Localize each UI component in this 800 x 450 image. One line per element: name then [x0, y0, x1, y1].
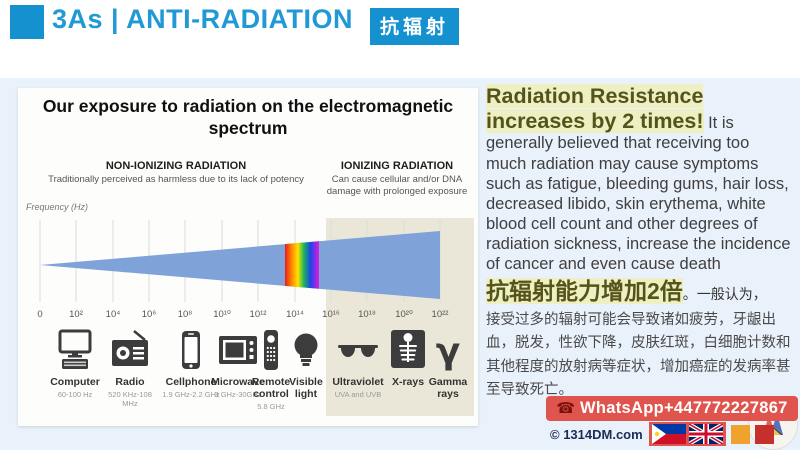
list-item-cellphone: Cellphone 1.9 GHz-2.2 GHz [162, 326, 220, 399]
axis-tick: 10¹⁶ [322, 309, 340, 320]
orange-square [730, 424, 750, 444]
ionizing-section: IONIZING RADIATION Can cause cellular an… [324, 160, 470, 199]
axis-tick: 10¹⁰ [213, 309, 231, 320]
sunglasses-icon [326, 326, 390, 372]
item-label: Visible light [289, 376, 323, 401]
non-ionizing-subheading: Traditionally perceived as harmless due … [48, 174, 304, 185]
uk-flag-icon [688, 424, 723, 444]
brand-square-icon [10, 5, 44, 39]
list-item-gamma-rays: γ Gamma rays [420, 326, 476, 402]
axis-tick: 10⁴ [105, 309, 121, 320]
axis-tick: 0 [37, 309, 43, 320]
remote-control-icon [244, 326, 298, 372]
axis-tick: 10¹⁸ [358, 309, 376, 320]
body-english: It is generally believed that receiving … [486, 113, 791, 274]
spectrum-wedge-chart [39, 220, 441, 302]
item-frequency: 520 KHz-108 MHz [108, 390, 152, 409]
item-label: Computer [50, 376, 100, 388]
item-label: Remote control [251, 376, 291, 401]
list-item-ultraviolet: Ultraviolet UVA and UVB [326, 326, 390, 399]
list-item-computer: Computer 60-100 Hz [46, 326, 104, 399]
item-frequency: 60-100 Hz [57, 390, 93, 400]
item-label: Microwave [211, 376, 265, 388]
list-item-visible-light: Visible light [279, 326, 333, 402]
item-label: X-rays [391, 376, 425, 388]
visible-light-band [285, 231, 319, 299]
headline-chinese: 抗辐射能力增加2倍 [486, 278, 683, 305]
xray-icon [380, 326, 436, 372]
non-ionizing-heading: NON-IONIZING RADIATION [105, 160, 247, 172]
item-label: Gamma rays [428, 376, 468, 401]
axis-tick: 10²⁰ [395, 309, 413, 320]
item-frequency: UVA and UVB [334, 390, 382, 400]
axis-tick: 10⁶ [141, 309, 157, 320]
flags-chip [648, 422, 726, 446]
spectrum-wedge [40, 231, 440, 299]
cellphone-icon [162, 326, 220, 372]
infographic-title: Our exposure to radiation on the electro… [42, 96, 454, 138]
phone-icon: ☎ [556, 400, 576, 417]
list-item-microwave: Microwave 3 GHz-30GHz [209, 326, 267, 399]
item-label: Radio [115, 376, 145, 388]
ionizing-heading: IONIZING RADIATION [340, 160, 454, 172]
lead-chinese: 。一般认为， [682, 286, 767, 303]
list-item-xrays: X-rays [380, 326, 436, 390]
item-label: Cellphone [165, 376, 217, 388]
axis-tick: 10¹² [249, 309, 267, 320]
right-text-panel: Radiation Resistance increases by 2 time… [486, 84, 794, 403]
computer-icon [46, 326, 104, 372]
frequency-axis-label: Frequency (Hz) [26, 202, 89, 212]
body-chinese: 接受过多的辐射可能会导致诸如疲劳，牙龈出血，脱发，性欲下降，皮肤红斑，白细胞计数… [486, 311, 791, 399]
axis-tick: 10² [69, 309, 83, 320]
whatsapp-banner[interactable]: ☎ WhatsApp+447772227867 [546, 396, 798, 421]
whatsapp-number: WhatsApp+447772227867 [580, 399, 788, 417]
website-text: © 1314DM.com [550, 426, 643, 442]
list-item-radio: Radio 520 KHz-108 MHz [101, 326, 159, 408]
microwave-icon [209, 326, 267, 372]
axis-tick: 10¹⁴ [286, 309, 304, 320]
gamma-glyph: γ [435, 331, 461, 372]
gamma-icon: γ [420, 326, 476, 372]
axis-tick: 10²² [431, 309, 449, 320]
philippines-flag-icon [651, 424, 686, 444]
list-item-remote-control: Remote control 5.8 GHz [244, 326, 298, 411]
english-paragraph: Radiation Resistance increases by 2 time… [486, 84, 794, 274]
header-badge-zh: 抗辐射 [370, 8, 460, 45]
item-frequency: 5.8 GHz [257, 402, 285, 412]
item-label: Ultraviolet [332, 376, 384, 388]
non-ionizing-section: NON-IONIZING RADIATION Traditionally per… [34, 160, 318, 186]
page-title: 3As | ANTI-RADIATION [52, 4, 354, 34]
headline-english: Radiation Resistance increases by 2 time… [486, 84, 704, 133]
item-frequency: 1.9 GHz-2.2 GHz [162, 390, 220, 400]
item-frequency: 3 GHz-30GHz [214, 390, 262, 400]
axis-tick: 10⁸ [177, 309, 193, 320]
chinese-headline-row: 抗辐射能力增加2倍。一般认为， [486, 278, 794, 306]
light-bulb-icon [279, 326, 333, 372]
ionizing-subheading: Can cause cellular and/or DNA damage wit… [326, 174, 468, 198]
footer-row: © 1314DM.com [540, 422, 798, 446]
spectrum-infographic: Our exposure to radiation on the electro… [18, 88, 478, 426]
radio-icon [101, 326, 159, 372]
red-square [754, 424, 774, 444]
